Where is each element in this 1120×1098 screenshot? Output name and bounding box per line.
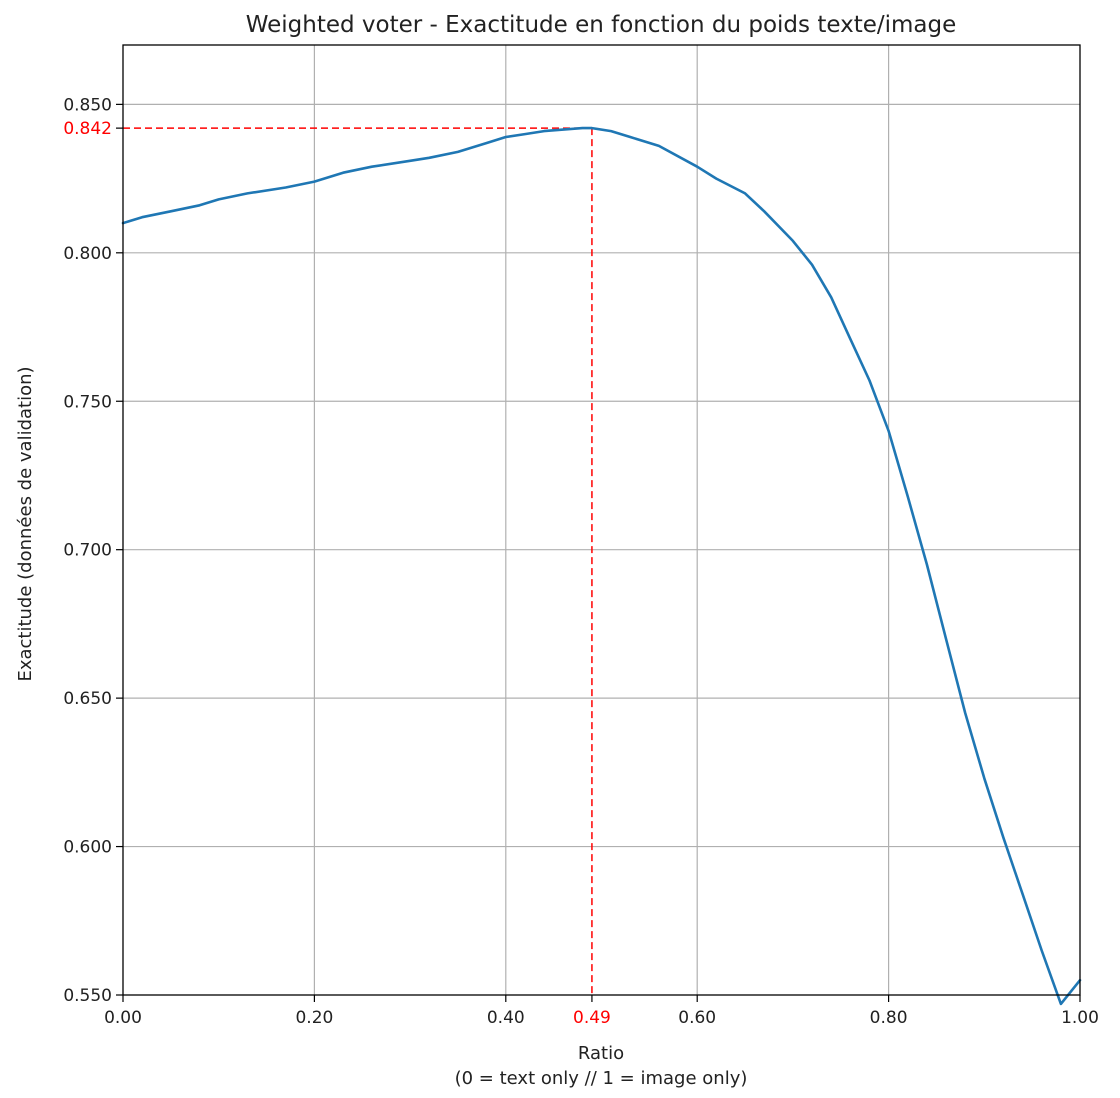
max-y-label: 0.842 bbox=[63, 119, 112, 139]
series-layer bbox=[121, 126, 1082, 1006]
y-axis-label: Exactitude (données de validation) bbox=[15, 366, 36, 681]
reference-lines bbox=[123, 127, 593, 995]
y-tick-label: 0.700 bbox=[63, 541, 112, 561]
ticks: 0.00 0.20 0.40 0.60 0.80 1.00 0.550 0.600 0.650 0… bbox=[63, 95, 1099, 1028]
y-tick-label: 0.800 bbox=[63, 244, 112, 264]
x-axis-sublabel: (0 = text only // 1 = image only) bbox=[455, 1068, 748, 1089]
x-tick-label: 0.60 bbox=[678, 1008, 716, 1028]
max-x-label: 0.49 bbox=[573, 1008, 611, 1028]
x-tick-label: 0.20 bbox=[295, 1008, 333, 1028]
y-tick-label: 0.750 bbox=[63, 392, 112, 412]
series-line bbox=[121, 126, 1082, 1006]
y-tick-label: 0.850 bbox=[63, 95, 112, 115]
x-tick-label: 0.00 bbox=[104, 1008, 142, 1028]
chart-title: Weighted voter - Exactitude en fonction … bbox=[246, 12, 957, 38]
x-tick-label: 0.40 bbox=[487, 1008, 525, 1028]
x-tick-label: 0.80 bbox=[870, 1008, 908, 1028]
y-tick-label: 0.550 bbox=[63, 986, 112, 1006]
x-tick-label: 1.00 bbox=[1061, 1008, 1099, 1028]
y-tick-label: 0.600 bbox=[63, 838, 112, 858]
plot-frame bbox=[122, 44, 1081, 996]
grid-lines bbox=[123, 45, 1080, 995]
y-tick-label: 0.650 bbox=[63, 689, 112, 709]
x-axis-label: Ratio bbox=[578, 1043, 624, 1064]
